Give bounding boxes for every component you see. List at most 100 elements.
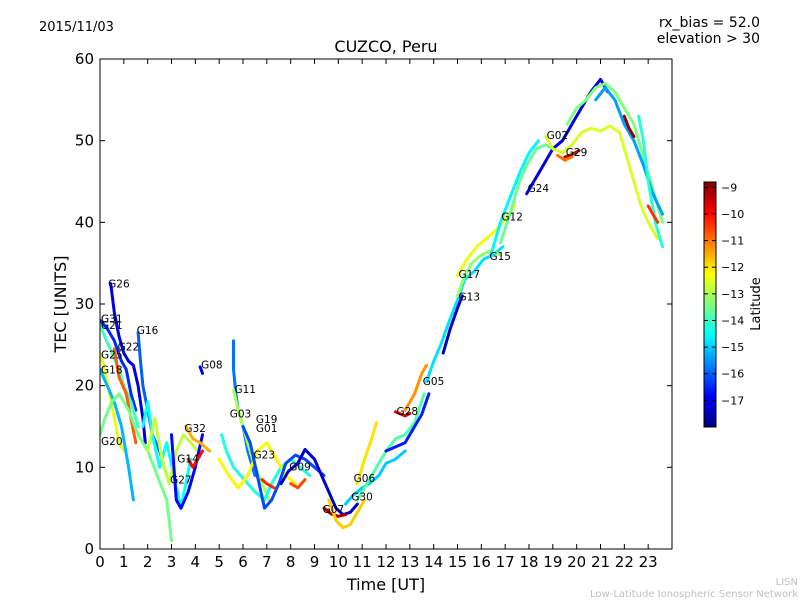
tec-track-34	[489, 139, 540, 257]
x-tick-label: 7	[262, 553, 272, 571]
tec-track-6	[100, 367, 135, 502]
tec-track-21	[289, 478, 307, 490]
tec-track-43	[622, 114, 636, 139]
x-tick-label: 22	[615, 553, 634, 571]
tec-track-7	[100, 392, 173, 543]
satellite-label-g17: G17	[459, 269, 481, 281]
satellite-label-g11: G11	[234, 384, 256, 396]
x-tick-label: 15	[448, 553, 467, 571]
x-tick-label: 5	[214, 553, 224, 571]
tec-track-39	[556, 153, 574, 162]
tec-track-24	[344, 449, 407, 506]
x-tick-label: 9	[310, 553, 320, 571]
colorbar-tick-label: −16	[721, 368, 744, 381]
colorbar: −9 −10 −11 −12 −13 −14 −15 −16 −17 Latitude	[703, 181, 764, 428]
x-tick-label: 3	[167, 553, 177, 571]
x-tick-label: 19	[543, 553, 562, 571]
satellite-label-g26: G26	[108, 279, 130, 291]
satellite-label-g03: G03	[230, 408, 252, 420]
colorbar-label: Latitude	[749, 277, 764, 331]
satellite-label-g09: G09	[289, 462, 311, 474]
tec-track-36	[525, 77, 610, 196]
colorbar-gradient	[703, 181, 717, 428]
tec-track-33	[456, 204, 517, 277]
colorbar-tick-label: −15	[721, 341, 744, 354]
satellite-label-g21: G21	[101, 320, 123, 332]
y-tick-label: 30	[75, 295, 94, 313]
tec-track-0	[109, 282, 147, 445]
tec-track-26	[355, 420, 378, 486]
tec-track-11	[184, 425, 212, 453]
x-axis-label: Time [UT]	[346, 575, 425, 594]
y-tick-label: 10	[75, 458, 94, 476]
tec-track-31	[441, 294, 464, 355]
x-axis-ticks: 0 1 2 3 4 5 6 7 8 9 10 11 12 13 14 15 16 17 18 19 20 21 22 23	[95, 59, 658, 571]
tec-track-25	[355, 392, 426, 502]
x-tick-label: 12	[376, 553, 395, 571]
elevation-label: elevation > 30	[657, 31, 760, 47]
satellite-label-g30: G30	[351, 492, 373, 504]
satellite-label-g08: G08	[201, 359, 223, 371]
x-tick-label: 10	[329, 553, 348, 571]
rx-bias-label: rx_bias = 52.0	[659, 15, 760, 31]
y-axis-label: TEC [UNITS]	[51, 256, 70, 354]
x-tick-label: 18	[519, 553, 538, 571]
satellite-label-g23: G23	[254, 449, 275, 461]
satellite-label-g22: G22	[118, 341, 140, 353]
tec-tracks	[100, 77, 664, 543]
satellite-label-g20: G20	[101, 436, 123, 448]
x-tick-label: 1	[119, 553, 129, 571]
satellite-label-g06: G06	[354, 473, 376, 485]
tec-track-18	[241, 425, 326, 510]
colorbar-tick-label: −9	[721, 181, 737, 194]
tec-track-20	[260, 478, 276, 490]
tec-track-38	[563, 149, 581, 159]
tec-track-30	[425, 245, 505, 384]
satellite-label-g32: G32	[184, 423, 206, 435]
satellite-label-g05: G05	[423, 376, 445, 388]
x-tick-label: 6	[238, 553, 248, 571]
tec-track-41	[594, 86, 664, 216]
colorbar-tick-label: −13	[721, 288, 744, 301]
satellite-label-g19: G19	[256, 414, 278, 426]
satellite-label-g27: G27	[170, 475, 192, 487]
x-tick-label: 0	[95, 553, 105, 571]
satellite-label-g31: G31	[101, 314, 123, 326]
tec-track-15	[232, 388, 271, 502]
x-tick-label: 11	[353, 553, 372, 571]
tec-track-28	[394, 410, 412, 418]
tec-track-8	[141, 400, 193, 510]
tec-track-4	[112, 347, 138, 445]
satellite-label-g01: G01	[256, 423, 278, 435]
x-tick-label: 21	[591, 553, 610, 571]
satellite-label-g18: G18	[101, 364, 123, 376]
satellite-label-g25: G25	[101, 350, 123, 362]
colorbar-tick-label: −14	[721, 314, 744, 327]
y-tick-label: 40	[75, 213, 94, 231]
chart-title: CUZCO, Peru	[334, 37, 437, 56]
satellite-label-g24: G24	[528, 183, 550, 195]
tec-track-27	[384, 392, 431, 453]
satellite-label-g15: G15	[489, 251, 511, 263]
tec-track-5	[100, 351, 126, 453]
satellite-label-g07: G07	[323, 504, 345, 516]
satellite-label-g28: G28	[397, 406, 419, 418]
x-tick-label: 2	[143, 553, 153, 571]
tec-track-35	[498, 143, 555, 245]
tec-track-23	[327, 498, 366, 530]
colorbar-ticks: −9 −10 −11 −12 −13 −14 −15 −16 −17	[704, 181, 744, 407]
tec-track-44	[646, 204, 660, 224]
satellite-label-g29: G29	[566, 147, 588, 159]
tec-track-1	[100, 318, 138, 412]
satellite-label-g14: G14	[177, 453, 199, 465]
x-tick-label: 20	[567, 553, 586, 571]
colorbar-tick-label: −17	[721, 394, 744, 407]
x-tick-label: 13	[400, 553, 419, 571]
tec-track-10	[170, 433, 204, 510]
colorbar-tick-label: −10	[721, 208, 744, 221]
tec-track-13	[198, 365, 204, 375]
x-tick-label: 4	[191, 553, 201, 571]
footer-lisn: LISN	[776, 577, 798, 588]
satellite-label-g16: G16	[137, 325, 159, 337]
